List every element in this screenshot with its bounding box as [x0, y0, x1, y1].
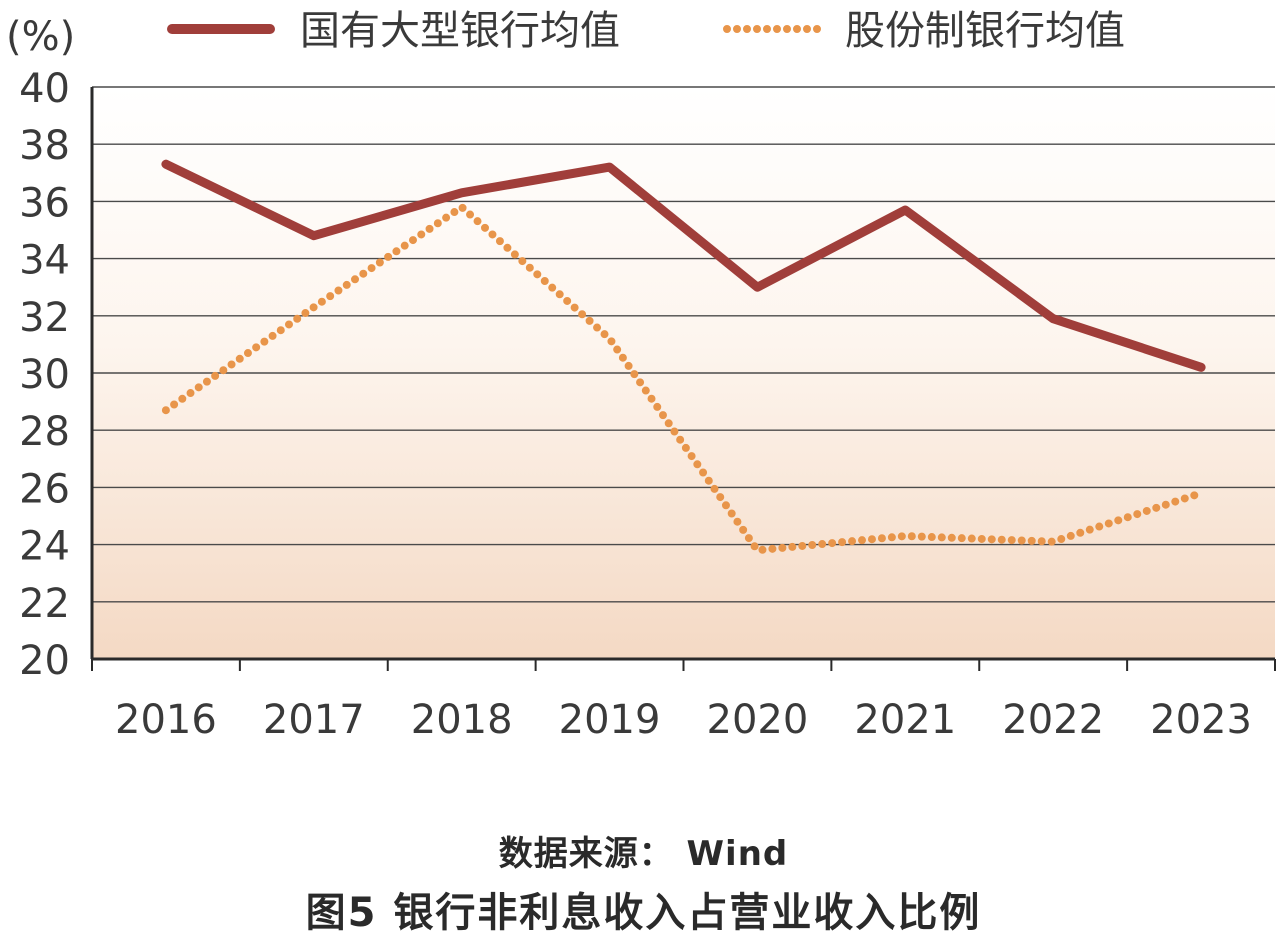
x-tick-label: 2018 [411, 697, 513, 743]
x-tick-label: 2022 [1002, 697, 1104, 743]
y-tick-label: 20 [19, 638, 70, 684]
y-tick-label: 22 [19, 581, 70, 627]
x-axis-ticks: 2016 2017 2018 2019 2020 2021 2022 2023 [115, 697, 1252, 743]
x-tick-label: 2017 [263, 697, 365, 743]
figure-title: 图5 银行非利息收入占营业收入比例 [305, 890, 982, 936]
x-tick-label: 2019 [559, 697, 661, 743]
source-note: 数据来源： Wind [498, 834, 789, 874]
x-tick-label: 2021 [854, 697, 956, 743]
y-tick-label: 32 [19, 295, 70, 341]
grid-lines [92, 86, 1275, 603]
x-tick-label: 2020 [707, 697, 809, 743]
y-tick-label: 40 [19, 66, 70, 112]
series-layer [161, 159, 1206, 555]
y-axis-ticks: 20 22 24 26 28 30 32 34 36 38 40 [19, 66, 70, 684]
series-line-2 [161, 203, 1206, 555]
legend-label-2: 股份制银行均值 [845, 8, 1125, 54]
legend-label-1: 国有大型银行均值 [300, 8, 620, 54]
y-tick-label: 28 [19, 409, 70, 455]
x-tick-label: 2023 [1150, 697, 1252, 743]
y-tick-label: 36 [19, 180, 70, 226]
y-tick-label: 38 [19, 123, 70, 169]
y-tick-label: 30 [19, 352, 70, 398]
axes [90, 87, 1276, 671]
y-axis-unit-label: (%) [6, 14, 75, 60]
x-tick-label: 2016 [115, 697, 217, 743]
y-tick-label: 24 [19, 524, 70, 570]
legend: 国有大型银行均值 股份制银行均值 [167, 8, 1125, 54]
y-tick-label: 34 [19, 238, 70, 284]
y-tick-label: 26 [19, 466, 70, 512]
series-line-1 [161, 159, 1206, 372]
